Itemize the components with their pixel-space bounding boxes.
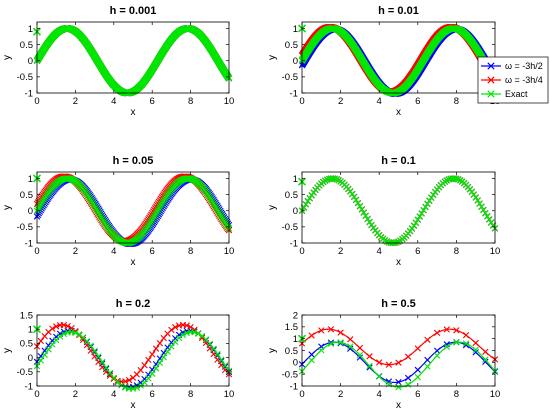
plot-area bbox=[32, 25, 233, 97]
x-tick-label: 8 bbox=[188, 96, 193, 107]
subplot-grid: h = 0.001 0 2 4 6 8 10 -1 -0.5 0 0.5 1 x y h = 0.010 2 4… bbox=[2, 5, 500, 411]
y-tick-label: 0 bbox=[28, 56, 33, 67]
y-tick-label: 1 bbox=[28, 24, 33, 35]
subplot-1: h = 0.001 0 2 4 6 8 10 -1 -0.5 0 0.5 1 x y bbox=[2, 5, 234, 118]
y-tick-label: -0.5 bbox=[17, 72, 33, 83]
x-tick-label: 2 bbox=[73, 96, 78, 107]
y-tick-label: -1 bbox=[25, 88, 33, 99]
axes-box bbox=[36, 21, 230, 94]
subplot-title: h = 0.001 bbox=[110, 5, 157, 17]
x-tick-label: 4 bbox=[111, 96, 116, 107]
x-axis-label: x bbox=[131, 107, 136, 118]
plot-area bbox=[297, 23, 499, 97]
y-axis-label: y bbox=[2, 55, 13, 60]
x-tick-label: 0 bbox=[34, 96, 39, 107]
x-tick-label: 10 bbox=[224, 96, 235, 107]
subplot-title: h = 0.01 bbox=[378, 5, 419, 17]
series-markers-exact bbox=[33, 25, 233, 97]
x-tick-label: 6 bbox=[150, 96, 155, 107]
y-tick-label: 0.5 bbox=[20, 40, 33, 51]
